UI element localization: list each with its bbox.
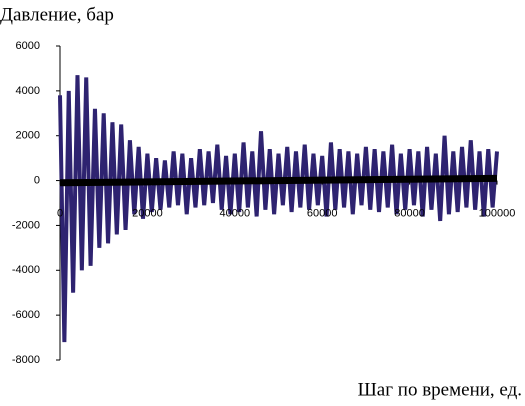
x-tick-label: 80000 xyxy=(394,207,425,219)
y-tick-label: -6000 xyxy=(12,309,40,321)
y-tick-label: -4000 xyxy=(12,264,40,276)
data-line xyxy=(58,75,499,343)
y-tick-label: -8000 xyxy=(12,354,40,366)
x-tick-label: 20000 xyxy=(132,207,163,219)
y-tick-label: 2000 xyxy=(16,130,40,142)
chart-title: Давление, бар xyxy=(0,4,114,25)
y-tick-label: 6000 xyxy=(16,40,40,52)
x-tick-label: 100000 xyxy=(479,207,516,219)
y-tick-label: -2000 xyxy=(12,219,40,231)
x-tick-label: 0 xyxy=(57,207,63,219)
data-line xyxy=(59,174,498,187)
x-axis-label: Шаг по времени, ед. xyxy=(358,379,522,400)
x-tick-label: 40000 xyxy=(220,207,251,219)
x-tick-label: 60000 xyxy=(307,207,338,219)
y-tick-label: 0 xyxy=(34,174,40,186)
y-tick-label: 4000 xyxy=(16,85,40,97)
